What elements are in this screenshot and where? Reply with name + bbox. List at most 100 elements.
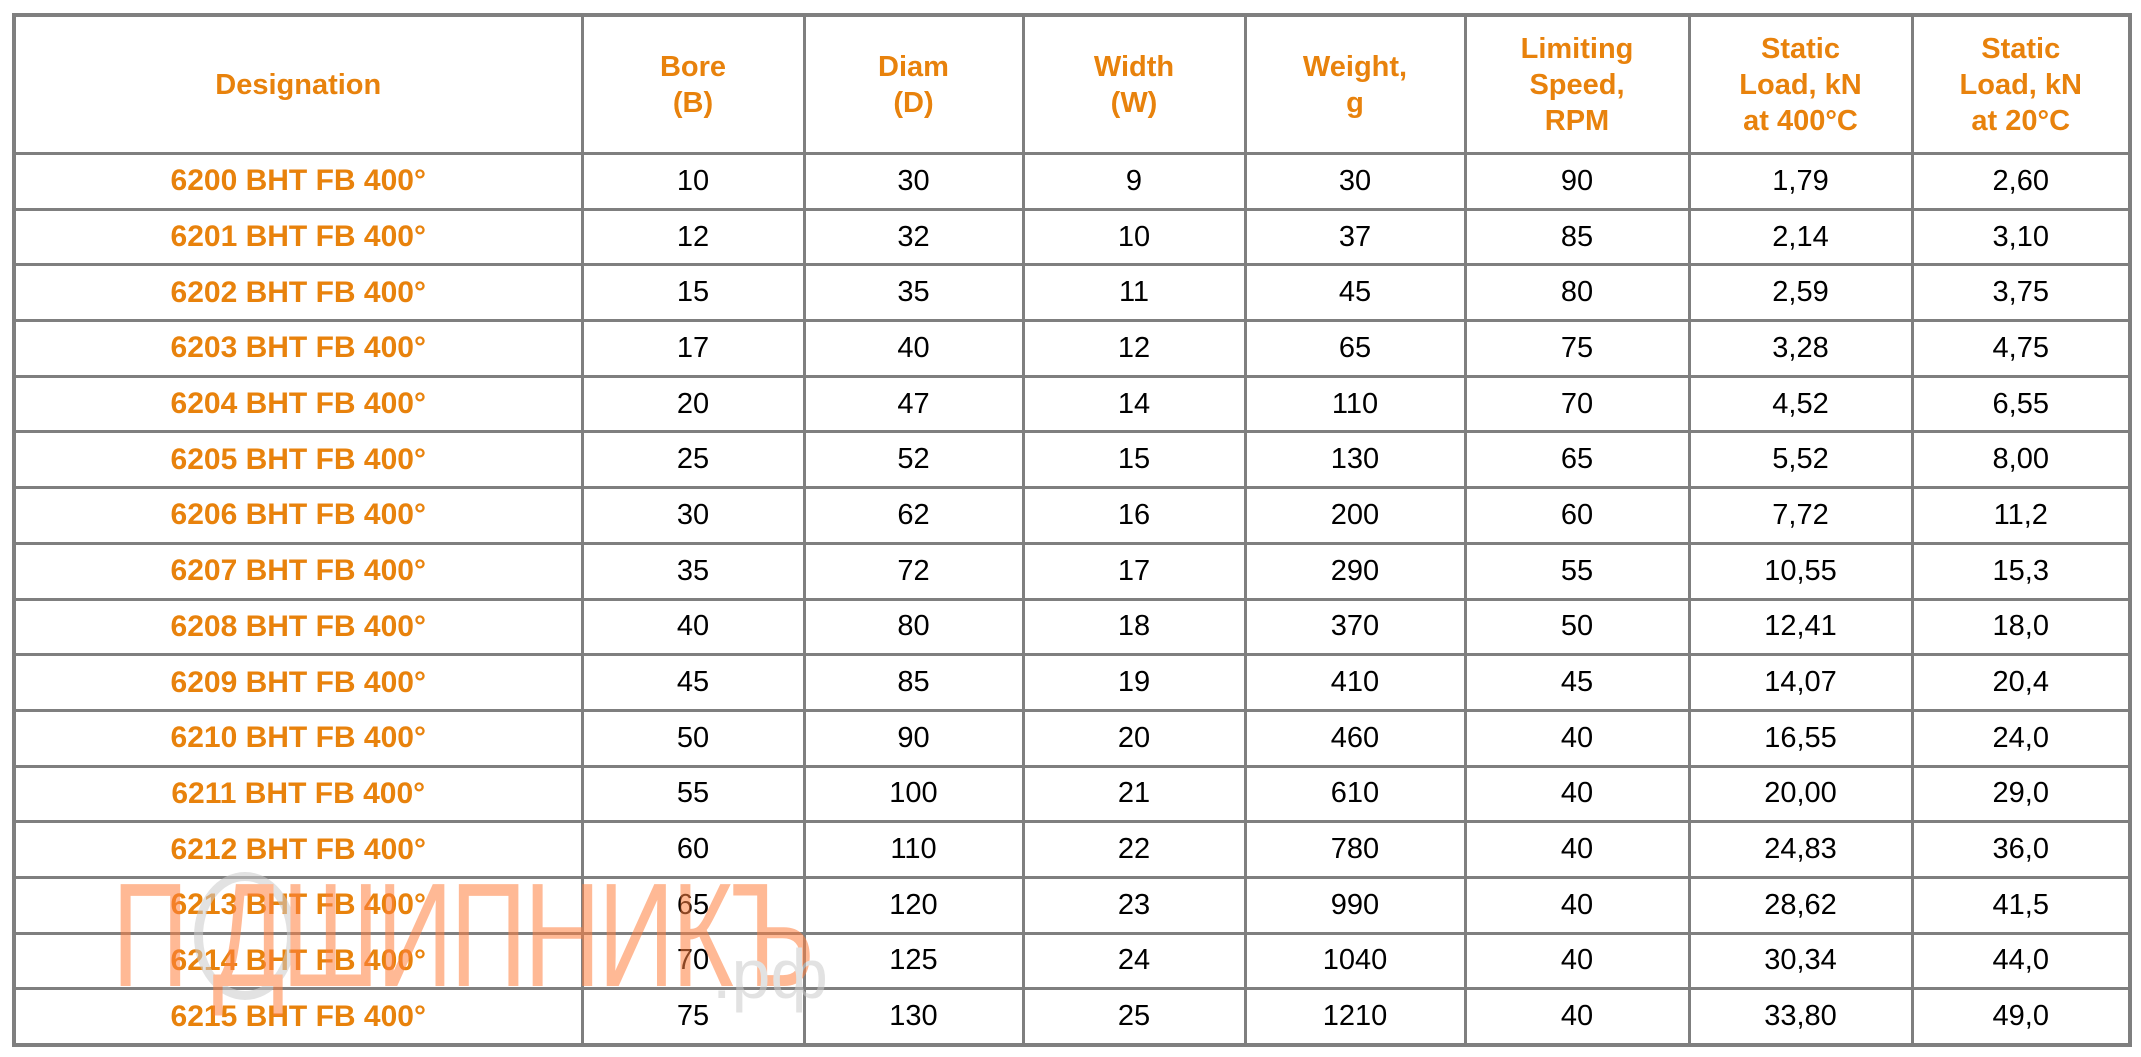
value-cell: 52 bbox=[802, 430, 1025, 490]
value-cell: 10 bbox=[1021, 207, 1247, 267]
value-cell: 65 bbox=[580, 875, 806, 935]
value-cell: 1040 bbox=[1243, 931, 1467, 991]
table-row: 6206 BHT FB 400° 30 62 16 200 60 7,72 11,2 bbox=[12, 486, 2132, 545]
value-cell: 125 bbox=[802, 931, 1025, 991]
table-row: 6201 BHT FB 400° 12 32 10 37 85 2,14 3,10 bbox=[12, 207, 2132, 267]
value-cell: 80 bbox=[1463, 263, 1691, 323]
value-cell: 21 bbox=[1021, 764, 1247, 824]
value-cell: 24 bbox=[1021, 931, 1247, 991]
column-header-line: Width bbox=[1093, 50, 1175, 83]
value-cell: 17 bbox=[580, 319, 806, 378]
table-row: 6204 BHT FB 400° 20 47 14 110 70 4,52 6,55 bbox=[12, 374, 2132, 434]
value-cell: 20 bbox=[1021, 708, 1247, 768]
table-row: 6212 BHT FB 400° 60 110 22 780 40 24,83 36,0 bbox=[12, 820, 2132, 879]
designation-cell: 6208 BHT FB 400° bbox=[12, 597, 584, 657]
value-cell: 3,28 bbox=[1687, 319, 1914, 378]
value-cell: 40 bbox=[1463, 875, 1691, 935]
table-row: 6209 BHT FB 400° 45 85 19 410 45 14,07 20,4 bbox=[12, 653, 2132, 712]
designation-cell: 6209 BHT FB 400° bbox=[12, 653, 584, 712]
value-cell: 10,55 bbox=[1687, 541, 1914, 601]
value-cell: 62 bbox=[802, 486, 1025, 545]
bearing-spec-table: Designation Bore (B) Diam (D) Width (W) Weight,… bbox=[12, 13, 2132, 1047]
value-cell: 47 bbox=[802, 374, 1025, 434]
value-cell: 200 bbox=[1243, 486, 1467, 545]
table-row: 6213 BHT FB 400° 65 120 23 990 40 28,62 41,5 bbox=[12, 875, 2132, 935]
designation-cell: 6206 BHT FB 400° bbox=[12, 486, 584, 545]
value-cell: 1,79 bbox=[1687, 152, 1914, 211]
value-cell: 60 bbox=[580, 820, 806, 879]
value-cell: 37 bbox=[1243, 207, 1467, 267]
header-row: Designation Bore (B) Diam (D) Width (W) Weight,… bbox=[12, 13, 2132, 155]
designation-cell: 6200 BHT FB 400° bbox=[12, 152, 584, 211]
value-cell: 60 bbox=[1463, 486, 1691, 545]
column-header-line: Load, kN bbox=[1959, 68, 2082, 101]
column-header-line: (B) bbox=[672, 86, 714, 119]
value-cell: 65 bbox=[1243, 319, 1467, 378]
value-cell: 24,0 bbox=[1910, 708, 2132, 768]
value-cell: 28,62 bbox=[1687, 875, 1914, 935]
designation-cell: 6213 BHT FB 400° bbox=[12, 875, 584, 935]
value-cell: 75 bbox=[580, 987, 806, 1047]
value-cell: 120 bbox=[802, 875, 1025, 935]
value-cell: 6,55 bbox=[1910, 374, 2132, 434]
table-row: 6205 BHT FB 400° 25 52 15 130 65 5,52 8,00 bbox=[12, 430, 2132, 490]
value-cell: 9 bbox=[1021, 152, 1247, 211]
value-cell: 35 bbox=[580, 541, 806, 601]
column-header-line: Diam bbox=[878, 50, 949, 83]
value-cell: 18 bbox=[1021, 597, 1247, 657]
column-header-line: at 400°C bbox=[1743, 104, 1858, 137]
column-header-line: Limiting bbox=[1520, 32, 1634, 65]
value-cell: 110 bbox=[1243, 374, 1467, 434]
value-cell: 90 bbox=[802, 708, 1025, 768]
value-cell: 16,55 bbox=[1687, 708, 1914, 768]
value-cell: 29,0 bbox=[1910, 764, 2132, 824]
value-cell: 15 bbox=[1021, 430, 1247, 490]
designation-cell: 6211 BHT FB 400° bbox=[12, 764, 584, 824]
value-cell: 110 bbox=[802, 820, 1025, 879]
value-cell: 5,52 bbox=[1687, 430, 1914, 490]
column-header: Diam (D) bbox=[802, 13, 1025, 155]
table-row: 6214 BHT FB 400° 70 125 24 1040 40 30,34 44,0 bbox=[12, 931, 2132, 991]
table-row: 6202 BHT FB 400° 15 35 11 45 80 2,59 3,75 bbox=[12, 263, 2132, 323]
table-row: 6207 BHT FB 400° 35 72 17 290 55 10,55 15,3 bbox=[12, 541, 2132, 601]
column-header-line: Bore bbox=[659, 50, 727, 83]
value-cell: 130 bbox=[802, 987, 1025, 1047]
column-header-line: (D) bbox=[893, 86, 934, 119]
column-header: Weight, g bbox=[1243, 13, 1467, 155]
value-cell: 3,10 bbox=[1910, 207, 2132, 267]
value-cell: 30,34 bbox=[1687, 931, 1914, 991]
value-cell: 45 bbox=[580, 653, 806, 712]
column-header-line: Load, kN bbox=[1739, 68, 1862, 101]
column-header: Limiting Speed, RPM bbox=[1463, 13, 1691, 155]
value-cell: 16 bbox=[1021, 486, 1247, 545]
value-cell: 40 bbox=[1463, 708, 1691, 768]
table-row: 6215 BHT FB 400° 75 130 25 1210 40 33,80 49,0 bbox=[12, 987, 2132, 1047]
value-cell: 20 bbox=[580, 374, 806, 434]
designation-cell: 6204 BHT FB 400° bbox=[12, 374, 584, 434]
value-cell: 30 bbox=[802, 152, 1025, 211]
value-cell: 12 bbox=[1021, 319, 1247, 378]
value-cell: 40 bbox=[1463, 820, 1691, 879]
value-cell: 80 bbox=[802, 597, 1025, 657]
value-cell: 460 bbox=[1243, 708, 1467, 768]
value-cell: 70 bbox=[1463, 374, 1691, 434]
designation-cell: 6210 BHT FB 400° bbox=[12, 708, 584, 768]
column-header: Width (W) bbox=[1021, 13, 1247, 155]
value-cell: 780 bbox=[1243, 820, 1467, 879]
value-cell: 8,00 bbox=[1910, 430, 2132, 490]
designation-cell: 6202 BHT FB 400° bbox=[12, 263, 584, 323]
value-cell: 30 bbox=[1243, 152, 1467, 211]
value-cell: 23 bbox=[1021, 875, 1247, 935]
value-cell: 45 bbox=[1243, 263, 1467, 323]
value-cell: 35 bbox=[802, 263, 1025, 323]
value-cell: 40 bbox=[1463, 764, 1691, 824]
value-cell: 90 bbox=[1463, 152, 1691, 211]
value-cell: 75 bbox=[1463, 319, 1691, 378]
value-cell: 20,00 bbox=[1687, 764, 1914, 824]
value-cell: 25 bbox=[1021, 987, 1247, 1047]
designation-cell: 6215 BHT FB 400° bbox=[12, 987, 584, 1047]
value-cell: 55 bbox=[1463, 541, 1691, 601]
column-header-line: Designation bbox=[215, 68, 382, 101]
value-cell: 50 bbox=[1463, 597, 1691, 657]
designation-cell: 6205 BHT FB 400° bbox=[12, 430, 584, 490]
